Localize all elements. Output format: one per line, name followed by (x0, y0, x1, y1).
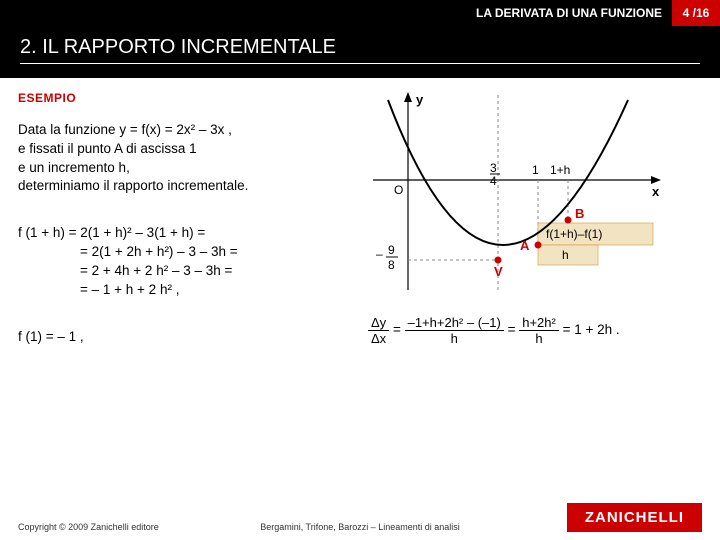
eq-2: = (508, 322, 520, 337)
f1-block: f (1) = – 1 , (18, 328, 358, 347)
header-bar: LA DERIVATA DI UNA FUNZIONE 4 /16 (0, 0, 720, 26)
frac-right-num: h+2h² (519, 315, 559, 331)
footer: Copyright © 2009 Zanichelli editore Berg… (0, 503, 720, 532)
svg-text:B: B (575, 206, 584, 221)
svg-text:4: 4 (490, 174, 497, 188)
frac-right: h+2h² h (519, 315, 559, 346)
copyright: Copyright © 2009 Zanichelli editore (18, 522, 159, 532)
chapter-title: LA DERIVATA DI UNA FUNZIONE (476, 6, 662, 20)
content-row: ESEMPIO Data la funzione y = f(x) = 2x² … (0, 78, 720, 375)
svg-text:1: 1 (532, 163, 539, 177)
delta-result: = 1 + 2h . (563, 322, 620, 337)
text-column: ESEMPIO Data la funzione y = f(x) = 2x² … (18, 90, 358, 375)
frac-mid-den: h (405, 331, 504, 346)
frac-dy-dx: Δy Δx (368, 315, 389, 346)
svg-text:–: – (376, 247, 383, 261)
intro-line-1: Data la funzione y = f(x) = 2x² – 3x , (18, 121, 358, 140)
intro-line-4: determiniamo il rapporto incrementale. (18, 177, 358, 196)
svg-text:x: x (652, 184, 660, 199)
calc-line-2: = 2(1 + 2h + h²) – 3 – 3h = (18, 243, 358, 262)
calc-line-3: = 2 + 4h + 2 h² – 3 – 3h = (18, 262, 358, 281)
svg-text:h: h (562, 248, 569, 262)
calc-line-4: = – 1 + h + 2 h² , (18, 281, 358, 300)
parabola-graph: y x O f(1+h)–f(1) h A B V 3 4 1 1+h – 9 (368, 90, 668, 300)
section-title: 2. IL RAPPORTO INCREMENTALE (20, 36, 700, 64)
svg-text:1+h: 1+h (550, 163, 570, 177)
svg-text:8: 8 (388, 258, 395, 272)
header-red: 4 /16 (672, 0, 720, 26)
reference-line: Bergamini, Trifone, Barozzi – Lineamenti… (260, 522, 460, 532)
frac-mid-num: –1+h+2h² – (–1) (405, 315, 504, 331)
calc-line-1: f (1 + h) = 2(1 + h)² – 3(1 + h) = (18, 224, 358, 243)
example-label: ESEMPIO (18, 90, 358, 107)
intro-block: Data la funzione y = f(x) = 2x² – 3x , e… (18, 121, 358, 197)
publisher-logo: ZANICHELLI (567, 503, 702, 532)
frac-dy: Δy (368, 315, 389, 331)
svg-text:3: 3 (490, 161, 497, 175)
svg-text:V: V (494, 264, 503, 279)
page-number: 4 /16 (683, 6, 710, 20)
eq-1: = (393, 322, 405, 337)
svg-text:O: O (394, 183, 403, 197)
f1-line: f (1) = – 1 , (18, 328, 358, 347)
svg-text:9: 9 (388, 243, 395, 257)
graph-column: y x O f(1+h)–f(1) h A B V 3 4 1 1+h – 9 (368, 90, 702, 375)
frac-mid: –1+h+2h² – (–1) h (405, 315, 504, 346)
svg-text:y: y (416, 92, 424, 107)
delta-equation: Δy Δx = –1+h+2h² – (–1) h = h+2h² h = 1 … (368, 315, 702, 346)
svg-text:f(1+h)–f(1): f(1+h)–f(1) (546, 227, 602, 241)
frac-right-den: h (519, 331, 559, 346)
intro-line-3: e un incremento h, (18, 159, 358, 178)
svg-text:A: A (520, 238, 530, 253)
header-black: LA DERIVATA DI UNA FUNZIONE (0, 0, 672, 26)
title-bar: 2. IL RAPPORTO INCREMENTALE (0, 26, 720, 78)
frac-dx: Δx (368, 331, 389, 346)
calc-block: f (1 + h) = 2(1 + h)² – 3(1 + h) = = 2(1… (18, 224, 358, 300)
intro-line-2: e fissati il punto A di ascissa 1 (18, 140, 358, 159)
